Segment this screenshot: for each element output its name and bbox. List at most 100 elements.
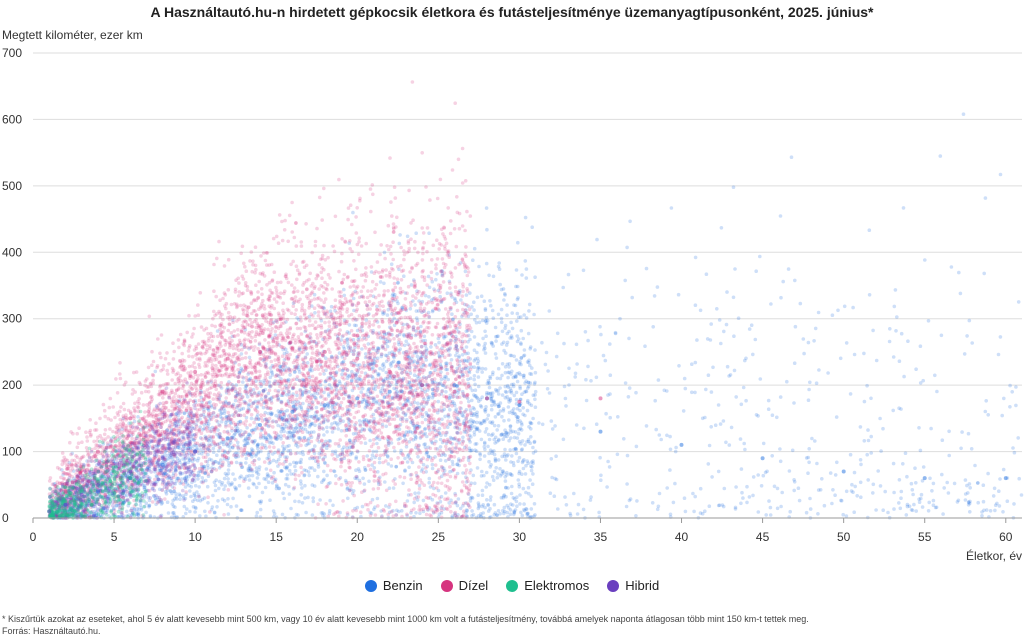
point-benzin bbox=[187, 444, 191, 448]
point-benzin bbox=[584, 398, 589, 403]
point-benzin bbox=[1012, 502, 1016, 506]
point-benzin bbox=[285, 477, 290, 481]
point-benzin bbox=[634, 444, 639, 449]
point-benzin bbox=[704, 272, 709, 277]
point-benzin bbox=[988, 509, 993, 513]
point-benzin bbox=[420, 414, 425, 419]
point-benzin bbox=[998, 335, 1003, 339]
point-benzin bbox=[267, 455, 271, 460]
point-benzin bbox=[202, 444, 206, 448]
point-benzin bbox=[193, 505, 198, 510]
point-benzin bbox=[278, 454, 283, 459]
point-benzin bbox=[909, 481, 914, 486]
point-benzin bbox=[257, 465, 262, 469]
point-benzin bbox=[299, 405, 304, 410]
point-benzin bbox=[520, 273, 524, 277]
point-benzin bbox=[510, 311, 514, 315]
point-benzin bbox=[91, 504, 96, 509]
point-benzin bbox=[806, 398, 811, 403]
point-benzin bbox=[112, 492, 117, 497]
point-benzin bbox=[255, 443, 260, 448]
point-benzin bbox=[758, 377, 763, 381]
point-benzin bbox=[260, 490, 265, 495]
point-benzin bbox=[745, 500, 749, 505]
point-dizel bbox=[436, 501, 440, 506]
point-benzin bbox=[287, 492, 292, 496]
point-benzin bbox=[111, 459, 116, 464]
point-benzin bbox=[90, 474, 95, 479]
point-benzin bbox=[698, 308, 703, 313]
point-dizel bbox=[399, 278, 404, 282]
point-benzin bbox=[190, 459, 195, 464]
point-benzin bbox=[254, 485, 259, 490]
point-benzin bbox=[517, 482, 521, 487]
point-benzin bbox=[427, 295, 431, 299]
point-benzin bbox=[234, 486, 238, 491]
point-benzin bbox=[495, 334, 499, 339]
point-benzin bbox=[655, 285, 660, 289]
point-benzin bbox=[475, 466, 480, 470]
point-benzin bbox=[408, 358, 412, 362]
point-benzin bbox=[720, 503, 725, 507]
point-dizel bbox=[375, 394, 380, 399]
point-benzin bbox=[438, 437, 443, 442]
point-benzin bbox=[530, 366, 534, 370]
point-benzin bbox=[500, 329, 505, 334]
point-benzin bbox=[467, 370, 472, 375]
point-benzin bbox=[523, 443, 527, 447]
point-benzin bbox=[386, 462, 391, 466]
point-benzin bbox=[456, 391, 460, 395]
point-benzin bbox=[528, 345, 533, 349]
point-benzin bbox=[512, 463, 516, 468]
point-benzin bbox=[426, 508, 430, 512]
point-benzin bbox=[496, 472, 500, 476]
point-benzin bbox=[852, 510, 856, 514]
point-benzin bbox=[399, 407, 403, 411]
point-benzin bbox=[440, 272, 445, 276]
point-benzin bbox=[589, 495, 593, 499]
point-benzin bbox=[520, 513, 525, 518]
point-benzin bbox=[324, 368, 328, 373]
point-benzin bbox=[435, 272, 439, 276]
point-benzin bbox=[473, 382, 477, 387]
point-dizel bbox=[461, 378, 465, 383]
point-benzin bbox=[499, 307, 504, 312]
point-benzin bbox=[250, 473, 255, 478]
point-benzin bbox=[521, 406, 525, 410]
point-benzin bbox=[124, 487, 129, 492]
point-benzin bbox=[485, 481, 489, 485]
point-benzin bbox=[373, 356, 377, 360]
y-tick-label-0: 0 bbox=[2, 511, 9, 525]
point-benzin bbox=[607, 465, 612, 469]
point-benzin bbox=[770, 413, 775, 418]
point-benzin bbox=[487, 451, 491, 456]
point-benzin bbox=[165, 446, 169, 451]
point-benzin bbox=[478, 451, 482, 456]
point-benzin bbox=[434, 277, 438, 282]
point-benzin bbox=[274, 413, 278, 418]
point-dizel bbox=[317, 262, 322, 267]
point-benzin bbox=[396, 280, 401, 285]
point-benzin bbox=[460, 367, 465, 372]
point-dizel bbox=[271, 236, 276, 241]
point-benzin bbox=[124, 490, 128, 494]
point-benzin bbox=[215, 505, 219, 509]
point-benzin bbox=[986, 413, 990, 417]
point-benzin bbox=[493, 325, 498, 330]
point-benzin bbox=[472, 246, 477, 251]
point-benzin bbox=[606, 459, 610, 464]
point-benzin bbox=[169, 515, 174, 520]
point-benzin bbox=[246, 486, 251, 490]
point-benzin bbox=[1019, 493, 1024, 497]
point-benzin bbox=[103, 508, 108, 512]
point-benzin bbox=[969, 447, 974, 451]
point-benzin bbox=[385, 454, 390, 458]
point-benzin bbox=[287, 443, 291, 448]
point-benzin bbox=[438, 445, 443, 449]
point-dizel bbox=[339, 400, 344, 405]
point-benzin bbox=[524, 267, 529, 271]
point-benzin bbox=[194, 473, 198, 478]
point-benzin bbox=[510, 382, 514, 387]
point-benzin bbox=[351, 296, 356, 301]
point-benzin bbox=[525, 440, 529, 444]
